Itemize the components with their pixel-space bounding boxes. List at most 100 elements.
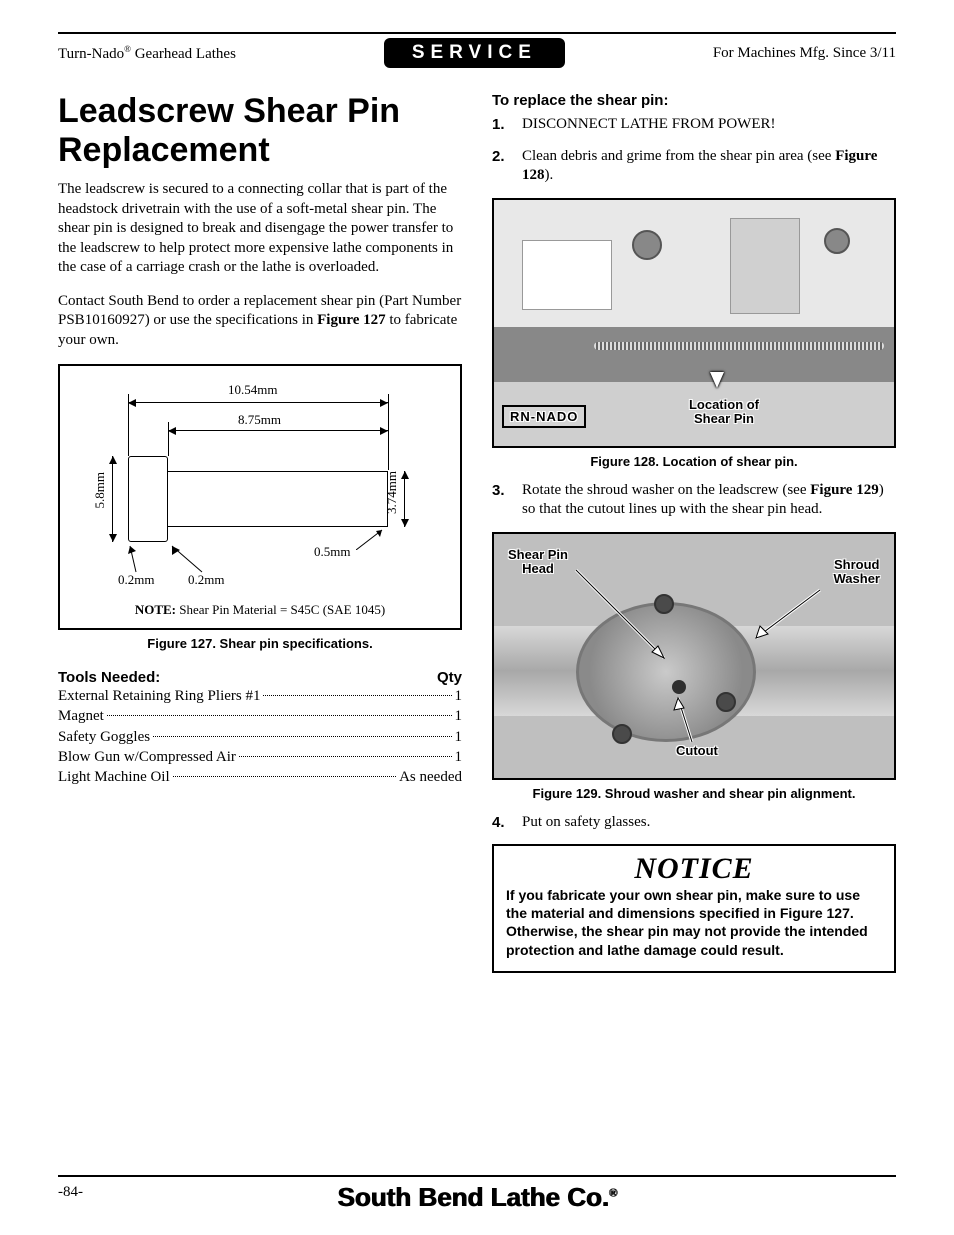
bottom-rule bbox=[58, 1175, 896, 1177]
step-1: 1. DISCONNECT LATHE FROM POWER! bbox=[492, 115, 896, 135]
photo-region bbox=[716, 692, 736, 712]
photo-region bbox=[494, 327, 894, 381]
tool-line: External Retaining Ring Pliers #1 1 bbox=[58, 686, 462, 706]
step-1-text: DISCONNECT LATHE FROM POWER! bbox=[522, 115, 775, 135]
dim-shaft-dia-line bbox=[404, 471, 405, 527]
photo-region bbox=[730, 218, 800, 314]
pin-drawing bbox=[128, 456, 388, 542]
registered-mark: ® bbox=[609, 1187, 617, 1199]
fig128-label-l1: Location of bbox=[689, 397, 759, 412]
replace-heading: To replace the shear pin: bbox=[492, 92, 896, 109]
arrow-down-icon bbox=[710, 372, 724, 388]
tool-name: Light Machine Oil bbox=[58, 767, 170, 787]
step-3-text: Rotate the shroud washer on the leadscre… bbox=[522, 481, 896, 520]
leader-arrow-icon bbox=[662, 692, 702, 748]
left-column: Leadscrew Shear Pin Replacement The lead… bbox=[58, 92, 462, 973]
intro-p2-figref: Figure 127 bbox=[317, 312, 385, 328]
leader-arrow-icon bbox=[750, 586, 830, 646]
step-3: 3. Rotate the shroud washer on the leads… bbox=[492, 481, 896, 520]
tool-line: Magnet 1 bbox=[58, 706, 462, 726]
brand-text: South Bend Lathe Co. bbox=[337, 1182, 609, 1212]
fig129-head-l1: Shear Pin bbox=[508, 547, 568, 562]
tool-name: External Retaining Ring Pliers #1 bbox=[58, 686, 260, 706]
leader-arrow-icon bbox=[572, 566, 672, 666]
step-number: 3. bbox=[492, 481, 510, 520]
step-2: 2. Clean debris and grime from the shear… bbox=[492, 147, 896, 186]
footer-brand: South Bend Lathe Co.® bbox=[0, 1182, 954, 1213]
photo-region bbox=[522, 240, 612, 310]
dim-shaft-length: 8.75mm bbox=[238, 412, 281, 428]
tool-qty: 1 bbox=[455, 686, 463, 706]
header-center-badge: SERVICE bbox=[384, 38, 565, 68]
header-left-prefix: Turn-Nado bbox=[58, 46, 124, 62]
dot-leader bbox=[173, 776, 396, 777]
step2-c: ). bbox=[545, 167, 554, 183]
photo-region bbox=[632, 230, 662, 260]
dim-head-dia-line bbox=[112, 456, 113, 542]
tools-heading: Tools Needed: bbox=[58, 669, 160, 686]
dim-shaft-dia: 3.74mm bbox=[384, 471, 400, 514]
dot-leader bbox=[263, 695, 451, 696]
notice-body: If you fabricate your own shear pin, mak… bbox=[506, 886, 882, 959]
step3-a: Rotate the shroud washer on the leadscre… bbox=[522, 482, 810, 498]
tool-qty: 1 bbox=[455, 706, 463, 726]
dot-leader bbox=[153, 736, 451, 737]
step-2-text: Clean debris and grime from the shear pi… bbox=[522, 147, 896, 186]
step-4-text: Put on safety glasses. bbox=[522, 813, 650, 833]
dim-chamfer-a: 0.2mm bbox=[118, 572, 154, 588]
fig129-washer-l2: Washer bbox=[834, 571, 880, 586]
intro-paragraph-1: The leadscrew is secured to a connecting… bbox=[58, 180, 462, 278]
photo-region bbox=[612, 724, 632, 744]
figure-127-diagram: 10.54mm 8.75mm 5.8mm 3.74mm 0.5mm 0.2mm … bbox=[68, 376, 452, 622]
top-rule bbox=[58, 32, 896, 34]
leader-chamfer-b bbox=[168, 544, 208, 574]
tool-qty: 1 bbox=[455, 727, 463, 747]
intro-paragraph-2: Contact South Bend to order a replacemen… bbox=[58, 292, 462, 351]
dim-total-length-line bbox=[128, 402, 388, 403]
fig129-head-l2: Head bbox=[522, 561, 554, 576]
notice-title: NOTICE bbox=[506, 852, 882, 886]
fig129-label-washer: Shroud Washer bbox=[834, 558, 880, 587]
dim-chamfer-b: 0.2mm bbox=[188, 572, 224, 588]
tool-qty: 1 bbox=[455, 747, 463, 767]
tool-line: Safety Goggles 1 bbox=[58, 727, 462, 747]
fig129-label-head: Shear Pin Head bbox=[508, 548, 568, 577]
page-header: Turn-Nado® Gearhead Lathes SERVICE For M… bbox=[58, 36, 896, 74]
tool-name: Magnet bbox=[58, 706, 104, 726]
note-prefix: NOTE: bbox=[135, 602, 176, 617]
tool-qty: As needed bbox=[399, 767, 462, 787]
photo-region bbox=[594, 342, 884, 350]
leader-chamfer-a bbox=[128, 544, 148, 574]
note-body: Shear Pin Material = S45C (SAE 1045) bbox=[176, 602, 385, 617]
page-title: Leadscrew Shear Pin Replacement bbox=[58, 92, 462, 170]
dim-head-dia: 5.8mm bbox=[92, 472, 108, 508]
step-number: 2. bbox=[492, 147, 510, 186]
tool-line: Light Machine Oil As needed bbox=[58, 767, 462, 787]
fig128-label-l2: Shear Pin bbox=[694, 411, 754, 426]
tools-heading-row: Tools Needed: Qty bbox=[58, 669, 462, 686]
header-left-suffix: Gearhead Lathes bbox=[131, 46, 236, 62]
figure-129-photo: Shear Pin Head Shroud Washer Cutout bbox=[492, 532, 896, 780]
step3-figref: Figure 129 bbox=[810, 482, 878, 498]
dot-leader bbox=[107, 715, 452, 716]
dim-shaft-length-line bbox=[168, 430, 388, 431]
tool-name: Safety Goggles bbox=[58, 727, 150, 747]
tool-name: Blow Gun w/Compressed Air bbox=[58, 747, 236, 767]
dim-chamfer-end: 0.5mm bbox=[314, 544, 350, 560]
step-number: 4. bbox=[492, 813, 510, 833]
step-4: 4. Put on safety glasses. bbox=[492, 813, 896, 833]
pin-head-shape bbox=[128, 456, 168, 542]
dim-total-length: 10.54mm bbox=[228, 382, 277, 398]
figure-128-photo: RN-NADO Location of Shear Pin bbox=[492, 198, 896, 448]
fig128-label: Location of Shear Pin bbox=[674, 398, 774, 427]
figure-129-caption: Figure 129. Shroud washer and shear pin … bbox=[492, 786, 896, 801]
registered-mark: ® bbox=[124, 44, 131, 54]
step2-a: Clean debris and grime from the shear pi… bbox=[522, 148, 835, 164]
tool-line: Blow Gun w/Compressed Air 1 bbox=[58, 747, 462, 767]
rn-nado-badge: RN-NADO bbox=[502, 405, 586, 428]
tools-qty-heading: Qty bbox=[437, 669, 462, 686]
dot-leader bbox=[239, 756, 452, 757]
notice-box: NOTICE If you fabricate your own shear p… bbox=[492, 844, 896, 973]
pin-shaft-shape bbox=[168, 471, 388, 527]
right-column: To replace the shear pin: 1. DISCONNECT … bbox=[492, 92, 896, 973]
